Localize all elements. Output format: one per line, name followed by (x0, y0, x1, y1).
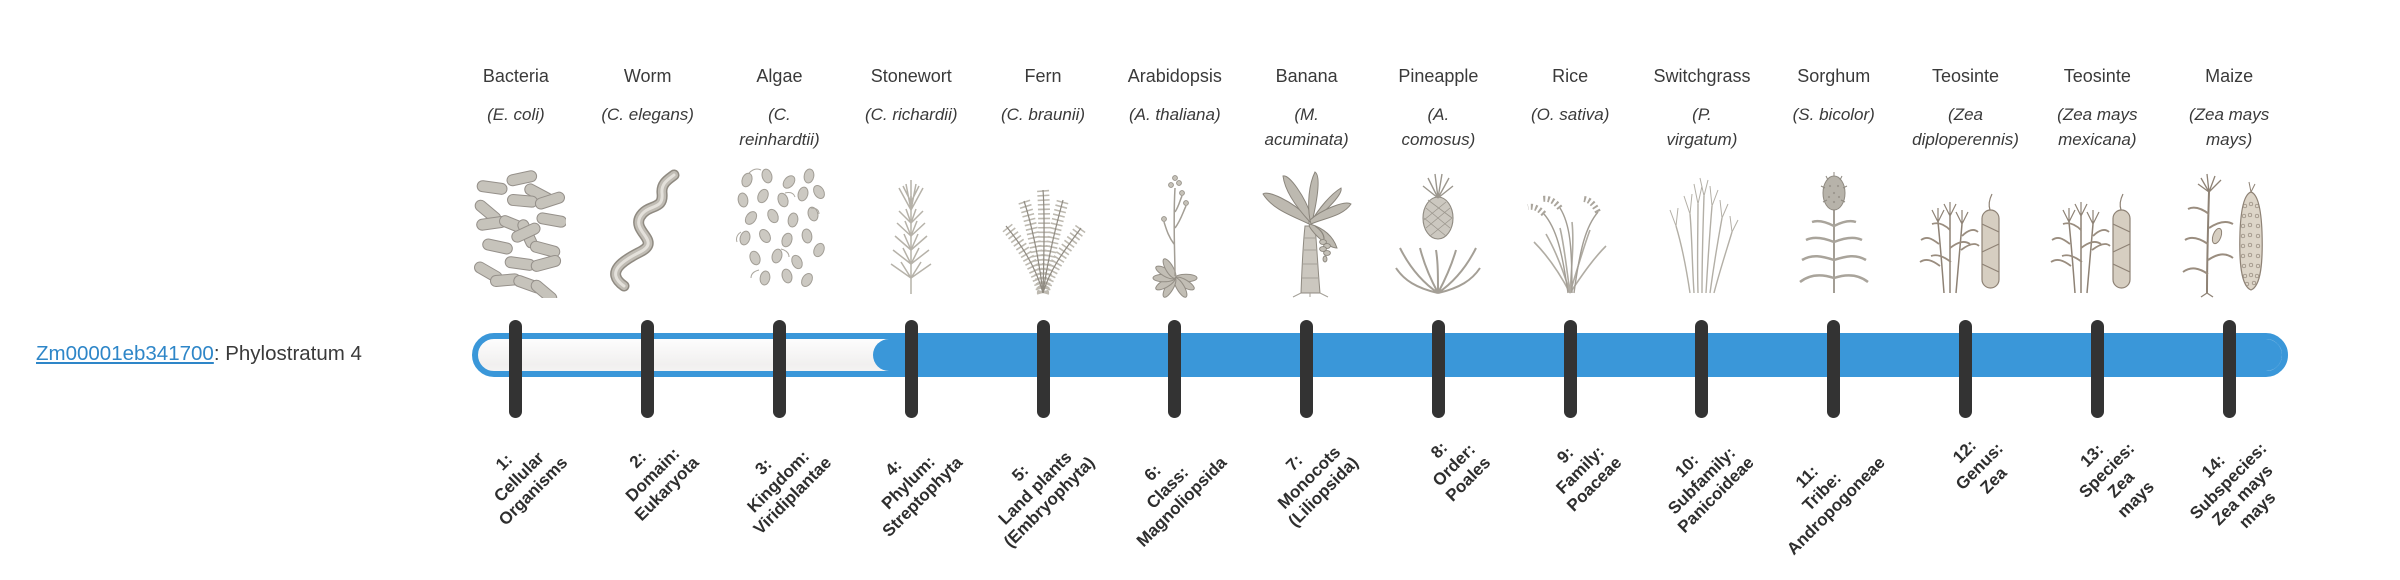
banana-illustration (1241, 158, 1373, 298)
taxon-column-algae: Algae (C. reinhardtii) 3: Kingdom: Virid… (714, 0, 846, 580)
organism-name: Fern (1024, 66, 1062, 86)
taxon-column-arabidopsis: Arabidopsis (A. thaliana) 6: Class: Magn… (1109, 0, 1241, 580)
stratum-label: 1: Cellular Organisms (490, 448, 572, 530)
teosinte-illustration (2031, 158, 2163, 298)
organism-name: Banana (1275, 66, 1338, 86)
stratum-label: 9: Family: Poaceae (1552, 442, 1626, 516)
organism-name: Stonewort (870, 66, 952, 86)
organism-name: Pineapple (1398, 66, 1479, 86)
organism-name: Algae (756, 66, 803, 86)
organism-species: (Zea diploperennis) (1912, 105, 2019, 149)
taxon-column-switchgrass: Switchgrass (P. virgatum) 10: Subfamily:… (1636, 0, 1768, 580)
taxon-column-worm: Worm (C. elegans) 2: Domain: Eukaryota (582, 0, 714, 580)
rice-illustration (1504, 158, 1636, 298)
stratum-tick (1695, 320, 1709, 418)
stratum-label: 7: Monocots (Liliopsida) (1273, 442, 1363, 531)
stratum-tick (1959, 320, 1973, 418)
organism-species: (O. sativa) (1530, 105, 1610, 124)
organism-species: (M. acuminata) (1264, 105, 1349, 149)
taxon-column-pineapple: Pineapple (A. comosus) 8: Order: Poales (1373, 0, 1505, 580)
organism-name: Arabidopsis (1127, 66, 1222, 86)
stratum-label: 2: Domain: Eukaryota (622, 443, 704, 525)
stratum-tick (1563, 320, 1577, 418)
sorghum-illustration (1768, 158, 1900, 298)
taxon-column-sorghum: Sorghum (S. bicolor) 11: Tribe: Andropog… (1768, 0, 1900, 580)
organism-name: Rice (1552, 66, 1589, 86)
stratum-tick (1036, 320, 1050, 418)
organism-species: (Zea mays mays) (2188, 105, 2270, 149)
timeline-area: Bacteria (E. coli) 1: Cellular Organisms… (450, 0, 2295, 580)
taxon-column-rice: Rice (O. sativa) 9: Family: Poaceae (1504, 0, 1636, 580)
bacteria-illustration (450, 158, 582, 298)
arabidopsis-illustration (1109, 158, 1241, 298)
organism-name: Bacteria (482, 66, 549, 86)
taxon-column-maize: Maize (Zea mays mays) 14: Subspecies: Ze… (2163, 0, 2295, 580)
organism-name: Sorghum (1797, 66, 1871, 86)
taxon-column-bacteria: Bacteria (E. coli) 1: Cellular Organisms (450, 0, 582, 580)
teosinte-illustration (1900, 158, 2032, 298)
worm-illustration (582, 158, 714, 298)
stratum-tick (2090, 320, 2104, 418)
organism-species: (C. elegans) (601, 105, 694, 124)
organism-species: (C. reinhardtii) (739, 105, 820, 149)
organism-name: Switchgrass (1653, 66, 1751, 86)
stratum-label: 6: Class: Magnoliopsida (1132, 453, 1231, 551)
taxon-column-teosinte-diploperennis: Teosinte (Zea diploperennis) 12: Genus: … (1900, 0, 2032, 580)
organism-species: (A. comosus) (1401, 105, 1476, 149)
taxon-column-stonewort: Stonewort (C. richardii) 4: Phylum: Stre… (845, 0, 977, 580)
switchgrass-illustration (1636, 158, 1768, 298)
organism-species: (A. thaliana) (1128, 105, 1221, 124)
stratum-label: 8: Order: Poales (1426, 438, 1495, 506)
stratum-tick (772, 320, 786, 418)
gene-id-link[interactable]: Zm00001eb341700 (36, 342, 214, 365)
organism-species: (C. richardii) (864, 105, 958, 124)
stratum-tick (1300, 320, 1314, 418)
stratum-tick (509, 320, 523, 418)
organism-species: (E. coli) (487, 105, 545, 124)
taxon-columns: Bacteria (E. coli) 1: Cellular Organisms… (450, 0, 2295, 580)
taxon-column-banana: Banana (M. acuminata) 7: Monocots (Lilio… (1241, 0, 1373, 580)
stratum-tick (1827, 320, 1841, 418)
organism-species: (C. braunii) (1000, 105, 1086, 124)
phylostratum-fill (873, 339, 2282, 371)
stratum-tick (641, 320, 655, 418)
organism-name: Maize (2205, 66, 2254, 86)
organism-name: Teosinte (1932, 66, 2000, 86)
organism-name: Worm (623, 66, 672, 86)
taxon-column-teosinte-mexicana: Teosinte (Zea mays mexicana) 13: Species… (2031, 0, 2163, 580)
stratum-tick (904, 320, 918, 418)
stratum-label: 12: Genus: Zea (1949, 436, 2011, 498)
organism-species: (Zea mays mexicana) (2057, 105, 2138, 149)
taxon-column-fern: Fern (C. braunii) 5: Land plants (Embryo… (977, 0, 1109, 580)
gene-label: Zm00001eb341700: Phylostratum 4 (36, 342, 362, 366)
stratum-label: 11: Tribe: Andropogoneae (1783, 453, 1890, 559)
stratum-tick (2222, 320, 2236, 418)
organism-species: (S. bicolor) (1792, 105, 1875, 124)
stratum-label: 14: Subspecies: Zea mays mays (2185, 438, 2280, 533)
pineapple-illustration (1373, 158, 1505, 298)
stonewort-illustration (845, 158, 977, 298)
stratum-tick (1431, 320, 1445, 418)
fern-illustration (977, 158, 1109, 298)
maize-illustration (2163, 158, 2295, 298)
organism-name: Teosinte (2063, 66, 2131, 86)
organism-species: (P. virgatum) (1666, 105, 1738, 149)
algae-illustration (714, 158, 846, 298)
stratum-tick (1168, 320, 1182, 418)
gene-phylostratum-text: : Phylostratum 4 (213, 342, 362, 365)
